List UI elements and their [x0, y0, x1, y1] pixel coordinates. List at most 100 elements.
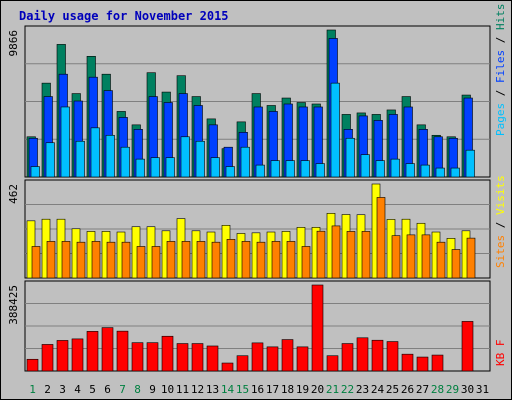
bar-sites-day-9: [151, 246, 161, 279]
bar-pages-day-23: [360, 154, 370, 178]
day-label-16: 16: [251, 383, 264, 396]
day-label-27: 27: [416, 383, 429, 396]
bar-sites-day-20: [316, 230, 326, 279]
bar-sites-day-23: [361, 231, 371, 279]
bar-sites-day-13: [211, 241, 221, 279]
legend-kbytes: KB F: [494, 340, 507, 367]
day-label-9: 9: [149, 383, 156, 396]
bar-pages-day-21: [330, 82, 340, 178]
bar-pages-day-28: [435, 167, 445, 178]
day-label-26: 26: [401, 383, 414, 396]
bar-kb-f-day-22: [341, 343, 354, 372]
bar-sites-day-7: [121, 241, 131, 279]
day-label-13: 13: [206, 383, 219, 396]
bar-sites-day-29: [451, 249, 461, 279]
bar-pages-day-22: [345, 137, 355, 178]
legend-separator: /: [494, 30, 507, 50]
bar-kb-f-day-9: [146, 342, 159, 372]
bar-sites-day-14: [226, 239, 236, 279]
bar-sites-day-21: [331, 225, 341, 279]
day-label-15: 15: [236, 383, 249, 396]
day-label-31: 31: [476, 383, 489, 396]
bar-pages-day-7: [120, 146, 130, 178]
bar-sites-day-12: [196, 241, 206, 279]
day-label-2: 2: [44, 383, 51, 396]
bar-kb-f-day-4: [71, 338, 84, 372]
bar-sites-day-3: [61, 241, 71, 279]
day-label-25: 25: [386, 383, 399, 396]
bar-kb-f-day-6: [101, 327, 114, 372]
bar-sites-day-25: [391, 235, 401, 279]
day-label-21: 21: [326, 383, 339, 396]
day-label-28: 28: [431, 383, 444, 396]
day-label-24: 24: [371, 383, 385, 396]
bar-sites-day-18: [286, 241, 296, 279]
bar-kb-f-day-23: [356, 337, 369, 372]
bar-sites-day-11: [181, 241, 191, 279]
bar-sites-day-5: [91, 241, 101, 279]
bar-kb-f-day-13: [206, 345, 219, 372]
day-label-12: 12: [191, 383, 204, 396]
bar-pages-day-24: [375, 160, 385, 178]
bar-kb-f-day-11: [176, 343, 189, 372]
bar-sites-day-22: [346, 231, 356, 279]
day-label-7: 7: [119, 383, 126, 396]
day-label-29: 29: [446, 383, 459, 396]
legend-visits-sites: Sites / Visits: [494, 175, 507, 268]
bar-pages-day-25: [390, 158, 400, 178]
bar-kb-f-day-14: [221, 362, 234, 372]
bar-sites-day-16: [256, 241, 266, 279]
day-label-17: 17: [266, 383, 279, 396]
bar-kb-f-day-8: [131, 342, 144, 372]
bar-kb-f-day-17: [266, 346, 279, 372]
bar-sites-day-15: [241, 241, 251, 279]
bar-pages-day-26: [405, 163, 415, 178]
bar-pages-day-8: [135, 158, 145, 178]
day-label-14: 14: [221, 383, 235, 396]
bar-pages-day-30: [465, 149, 475, 178]
scale-label-visits-sites: 462: [7, 184, 20, 204]
bar-pages-day-19: [300, 160, 310, 178]
bar-pages-day-18: [285, 160, 295, 178]
bar-sites-day-26: [406, 234, 416, 279]
bar-pages-day-4: [75, 140, 85, 178]
bar-sites-day-28: [436, 241, 446, 279]
day-label-5: 5: [89, 383, 96, 396]
day-label-1: 1: [29, 383, 36, 396]
bar-kb-f-day-1: [26, 358, 39, 372]
day-label-6: 6: [104, 383, 111, 396]
bar-pages-day-20: [315, 163, 325, 178]
bar-kb-f-day-26: [401, 353, 414, 372]
bar-kb-f-day-7: [116, 330, 129, 372]
bar-pages-day-14: [225, 166, 235, 178]
bar-sites-day-10: [166, 241, 176, 279]
bar-kb-f-day-30: [461, 321, 474, 372]
bar-pages-day-11: [180, 136, 190, 178]
day-label-11: 11: [176, 383, 189, 396]
bar-sites-day-19: [301, 246, 311, 279]
bar-kb-f-day-19: [296, 346, 309, 372]
bar-pages-day-2: [45, 142, 55, 178]
legend-hits-files-pages: Pages / Files / Hits: [494, 4, 507, 137]
bar-pages-day-10: [165, 157, 175, 178]
day-label-20: 20: [311, 383, 324, 396]
bar-kb-f-day-21: [326, 355, 339, 372]
day-label-10: 10: [161, 383, 174, 396]
legend-visits: Visits: [494, 175, 507, 215]
day-label-30: 30: [461, 383, 474, 396]
day-label-3: 3: [59, 383, 66, 396]
bar-sites-day-8: [136, 246, 146, 279]
bar-sites-day-24: [376, 197, 386, 279]
bar-pages-day-5: [90, 127, 100, 178]
legend-sites: Sites: [494, 235, 507, 268]
bar-sites-day-17: [271, 241, 281, 279]
legend-separator: /: [494, 215, 507, 235]
bar-sites-day-4: [76, 241, 86, 279]
bar-sites-day-1: [31, 246, 41, 279]
bar-kb-f-day-3: [56, 340, 69, 372]
bar-kb-f-day-28: [431, 354, 444, 372]
bar-kb-f-day-20: [311, 284, 324, 372]
bar-kb-f-day-27: [416, 356, 429, 372]
bar-pages-day-9: [150, 157, 160, 178]
bar-pages-day-27: [420, 164, 430, 178]
